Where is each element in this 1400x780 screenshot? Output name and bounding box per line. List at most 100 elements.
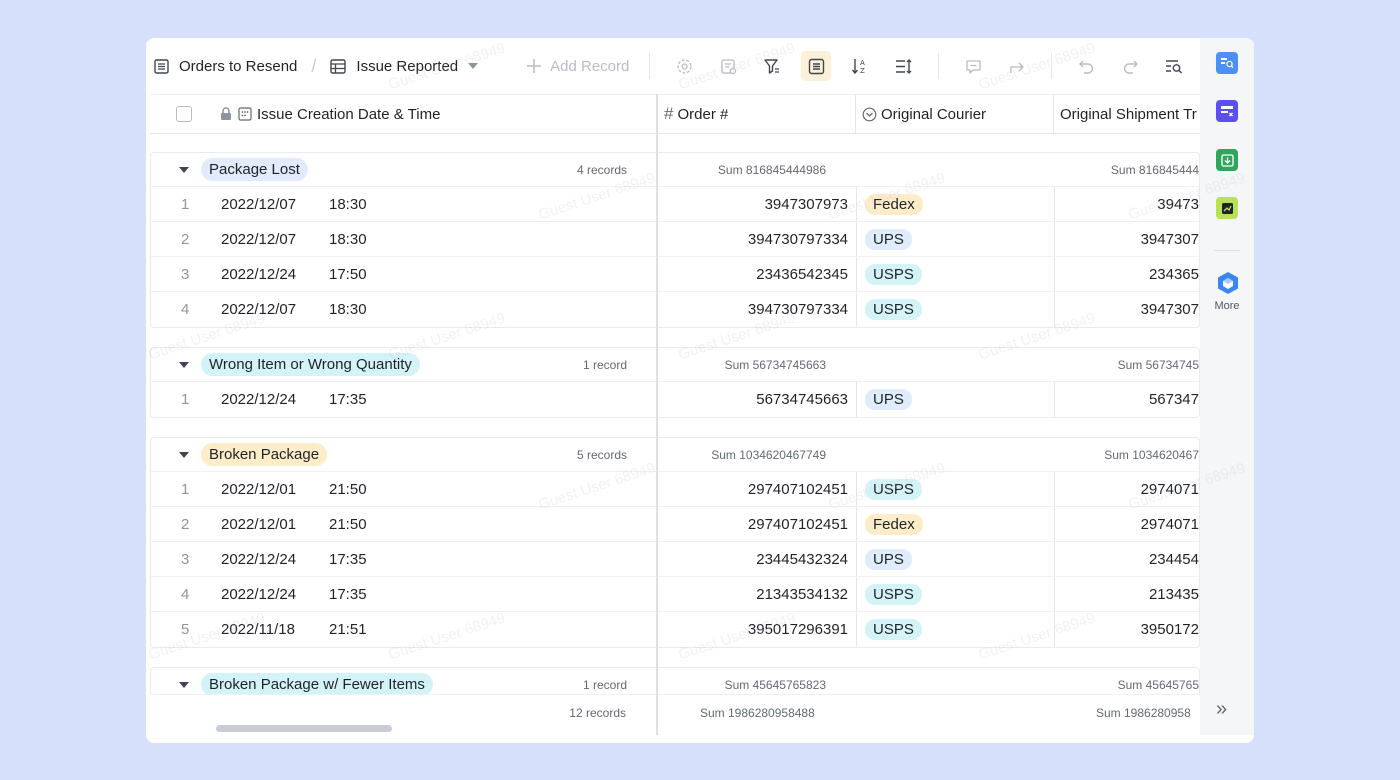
column-header-courier[interactable]: Original Courier [862,95,986,133]
form-button[interactable] [713,51,743,81]
time-cell[interactable]: 18:30 [329,230,367,248]
collapse-caret-icon[interactable] [179,668,189,701]
more-plugins-icon[interactable] [1216,270,1240,296]
tracking-cell[interactable]: 3950172 [1140,621,1199,638]
time-cell[interactable]: 21:51 [329,621,367,638]
group-sum-tracking[interactable]: Sum 45645765 [1117,677,1199,692]
select-all-checkbox[interactable] [176,95,192,133]
footer-sum-order[interactable]: Sum 1986280958488 [700,705,815,720]
date-cell[interactable]: 2022/12/07 [221,195,297,213]
order-cell[interactable]: 56734745663 [756,391,848,408]
courier-cell[interactable]: USPS [865,292,922,327]
column-header-tracking[interactable]: Original Shipment Tr [1060,95,1197,133]
date-cell[interactable]: 2022/12/01 [221,480,297,498]
order-cell[interactable]: 3947307973 [764,195,848,213]
footer-sum-tracking[interactable]: Sum 1986280958 [1096,705,1191,720]
time-cell[interactable]: 17:35 [329,391,367,408]
date-cell[interactable]: 2022/11/18 [221,621,295,638]
comment-button[interactable] [958,51,988,81]
group-header[interactable]: Broken Package w/ Fewer Items 1 record Sum… [151,668,1199,702]
tracking-cell[interactable]: 3947307 [1140,301,1199,318]
courier-cell[interactable]: USPS [865,257,922,291]
form-plugin-icon[interactable] [1216,100,1238,122]
import-plugin-icon[interactable] [1216,149,1238,171]
table-row[interactable]: 4 2022/12/07 18:30 394730797334 USPS 3947307 [151,292,1199,327]
group-button[interactable] [801,51,832,81]
order-cell[interactable]: 394730797334 [747,230,848,248]
table-row[interactable]: 5 2022/11/18 21:51 395017296391 USPS 3950172 [151,612,1199,647]
add-record-button[interactable]: Add Record [526,58,629,75]
table-row[interactable]: 1 2022/12/07 18:30 3947307973 Fedex 39473 [151,187,1199,222]
table-row[interactable]: 3 2022/12/24 17:35 23445432324 UPS 234454 [151,542,1199,577]
table-row[interactable]: 4 2022/12/24 17:35 21343534132 USPS 213435 [151,577,1199,612]
time-cell[interactable]: 17:35 [329,550,367,568]
group-header[interactable]: Wrong Item or Wrong Quantity 1 record Sum … [151,348,1199,382]
redo-button[interactable] [1115,51,1145,81]
undo-button[interactable] [1071,51,1101,81]
date-cell[interactable]: 2022/12/24 [221,550,297,568]
order-cell[interactable]: 23436542345 [756,265,848,283]
group-sum-tracking[interactable]: Sum 1034620467 [1104,447,1199,462]
column-header-order[interactable]: # Order # [664,95,728,133]
group-sum-tracking[interactable]: Sum 56734745 [1117,357,1199,372]
settings-button[interactable] [669,51,699,81]
time-cell[interactable]: 17:50 [329,265,367,283]
table-row[interactable]: 3 2022/12/24 17:50 23436542345 USPS 234365 [151,257,1199,292]
group-sum-tracking[interactable]: Sum 816845444 [1110,162,1199,177]
search-button[interactable] [1159,51,1189,81]
courier-cell[interactable]: USPS [865,472,922,506]
date-cell[interactable]: 2022/12/07 [221,301,297,318]
column-header-date[interactable]: Issue Creation Date & Time [220,95,440,133]
tracking-cell[interactable]: 2974071 [1140,515,1199,533]
table-selector[interactable]: Orders to Resend [154,58,297,75]
order-cell[interactable]: 394730797334 [747,301,848,318]
date-cell[interactable]: 2022/12/24 [221,585,297,603]
date-cell[interactable]: 2022/12/01 [221,515,297,533]
group-header[interactable]: Broken Package 5 records Sum 1034620467749… [151,438,1199,472]
filter-button[interactable] [757,51,787,81]
courier-cell[interactable]: UPS [865,382,912,417]
courier-cell[interactable]: UPS [865,542,912,576]
date-cell[interactable]: 2022/12/24 [221,265,297,283]
order-cell[interactable]: 23445432324 [756,550,848,568]
collapse-caret-icon[interactable] [179,438,189,471]
horizontal-scrollbar[interactable] [216,725,392,732]
group-sum-order[interactable]: Sum 816845444986 [717,162,826,177]
tracking-cell[interactable]: 234454 [1148,550,1199,568]
row-height-button[interactable] [889,51,919,81]
tracking-cell[interactable]: 213435 [1148,585,1199,603]
chart-plugin-icon[interactable] [1216,197,1238,219]
courier-cell[interactable]: USPS [865,612,922,647]
time-cell[interactable]: 18:30 [329,301,367,318]
view-selector[interactable]: Issue Reported [330,58,479,75]
order-cell[interactable]: 21343534132 [756,585,848,603]
group-header[interactable]: Package Lost 4 records Sum 816845444986 Sum… [151,153,1199,187]
courier-cell[interactable]: USPS [865,577,922,611]
tracking-cell[interactable]: 567347 [1148,391,1199,408]
date-cell[interactable]: 2022/12/07 [221,230,297,248]
time-cell[interactable]: 21:50 [329,515,367,533]
group-sum-order[interactable]: Sum 1034620467749 [711,447,826,462]
date-cell[interactable]: 2022/12/24 [221,391,297,408]
group-sum-order[interactable]: Sum 45645765823 [724,677,826,692]
tracking-cell[interactable]: 2974071 [1140,480,1199,498]
time-cell[interactable]: 18:30 [329,195,367,213]
courier-cell[interactable]: UPS [865,222,912,256]
courier-cell[interactable]: Fedex [865,187,923,221]
record-search-icon[interactable] [1216,52,1238,74]
frozen-column-divider[interactable] [656,94,658,735]
collapse-caret-icon[interactable] [179,348,189,381]
courier-cell[interactable]: Fedex [865,507,923,541]
group-sum-order[interactable]: Sum 56734745663 [724,357,826,372]
share-button[interactable] [1002,51,1032,81]
time-cell[interactable]: 17:35 [329,585,367,603]
order-cell[interactable]: 297407102451 [747,515,848,533]
table-row[interactable]: 1 2022/12/24 17:35 56734745663 UPS 567347 [151,382,1199,417]
order-cell[interactable]: 297407102451 [747,480,848,498]
table-row[interactable]: 2 2022/12/01 21:50 297407102451 Fedex 2974071 [151,507,1199,542]
table-row[interactable]: 2 2022/12/07 18:30 394730797334 UPS 3947307 [151,222,1199,257]
tracking-cell[interactable]: 3947307 [1140,230,1199,248]
tracking-cell[interactable]: 39473 [1157,195,1199,213]
time-cell[interactable]: 21:50 [329,480,367,498]
